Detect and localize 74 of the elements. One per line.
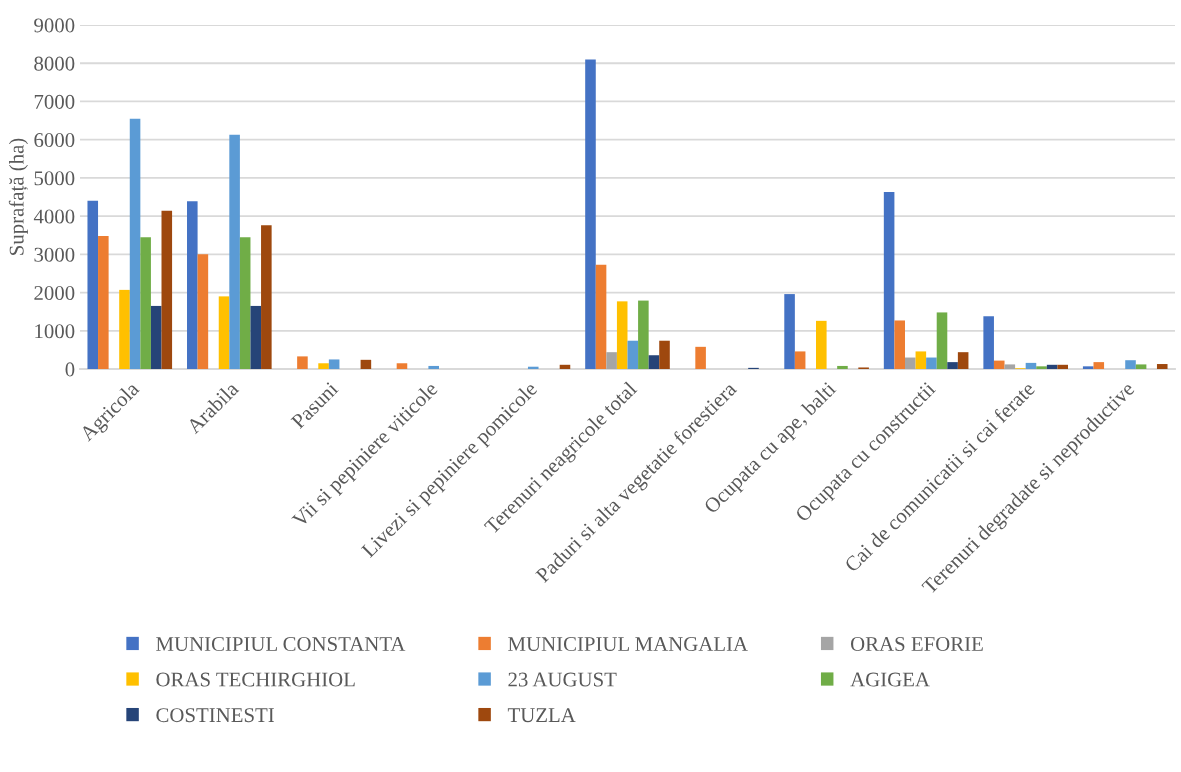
bar — [816, 320, 827, 369]
legend-label: COSTINESTI — [156, 708, 274, 723]
bar — [250, 305, 262, 369]
bar — [585, 59, 596, 369]
bar — [119, 289, 130, 369]
bar — [328, 359, 340, 369]
y-tick-label: 3000 — [34, 247, 75, 262]
legend-label: MUNICIPIUL CONSTANTA — [156, 637, 406, 652]
bar — [1057, 364, 1068, 369]
bar — [659, 340, 670, 369]
bar — [197, 254, 209, 369]
bar — [1125, 360, 1136, 369]
bar — [140, 237, 151, 369]
bar — [983, 316, 994, 369]
bar — [638, 300, 649, 369]
y-axis-title: Suprafață (ha) — [8, 138, 28, 255]
bar — [428, 365, 439, 369]
bar — [648, 355, 660, 369]
bar — [218, 296, 230, 369]
y-tick-label: 6000 — [34, 133, 75, 148]
bar — [239, 237, 251, 369]
y-tick-label: 8000 — [34, 56, 75, 71]
y-tick-label: 1000 — [35, 324, 75, 339]
bar — [926, 357, 937, 369]
bar — [187, 201, 198, 369]
bar — [1156, 364, 1168, 369]
bar — [616, 301, 628, 369]
bar — [229, 134, 240, 369]
y-tick-label: 4000 — [33, 209, 75, 224]
bar — [396, 363, 408, 369]
legend-label: 23 AUGUST — [508, 672, 617, 687]
legend-label: ORAS EFORIE — [850, 637, 983, 652]
bar — [957, 352, 969, 369]
bar — [1004, 364, 1016, 369]
y-tick-label: 7000 — [34, 94, 75, 109]
bar — [837, 365, 848, 369]
legend-label: ORAS TECHIRGHIOL — [156, 672, 355, 687]
bar — [1025, 362, 1037, 369]
bar — [318, 363, 329, 369]
bar — [883, 192, 895, 369]
bar — [993, 360, 1005, 369]
legend-label: AGIGEA — [850, 672, 930, 687]
bar — [695, 346, 706, 369]
y-tick-label: 0 — [65, 362, 75, 377]
bar — [129, 118, 141, 369]
bar — [297, 356, 308, 369]
y-tick-label: 9000 — [34, 18, 75, 33]
bar — [915, 351, 927, 369]
legend-label: MUNICIPIUL MANGALIA — [508, 637, 748, 652]
legend-label: TUZLA — [507, 708, 576, 723]
bar — [1082, 366, 1094, 369]
bar — [1093, 362, 1105, 369]
bar — [87, 200, 99, 369]
bar — [1046, 364, 1058, 369]
bar — [595, 264, 607, 369]
y-tick-label: 2000 — [34, 285, 75, 300]
y-tick-label: 5000 — [34, 171, 75, 186]
bar — [527, 366, 539, 369]
bar — [559, 364, 571, 369]
bar — [360, 359, 372, 369]
bar — [947, 362, 958, 369]
bar — [794, 351, 806, 369]
bar — [150, 305, 162, 369]
bar — [161, 210, 173, 369]
bar — [627, 340, 639, 369]
bar — [1036, 366, 1047, 369]
bar — [606, 352, 617, 369]
bar — [98, 235, 109, 369]
bar — [261, 225, 272, 369]
bar — [894, 320, 905, 369]
bar — [784, 294, 795, 369]
bar — [936, 312, 948, 369]
bar — [1135, 364, 1147, 369]
bar — [904, 357, 916, 369]
